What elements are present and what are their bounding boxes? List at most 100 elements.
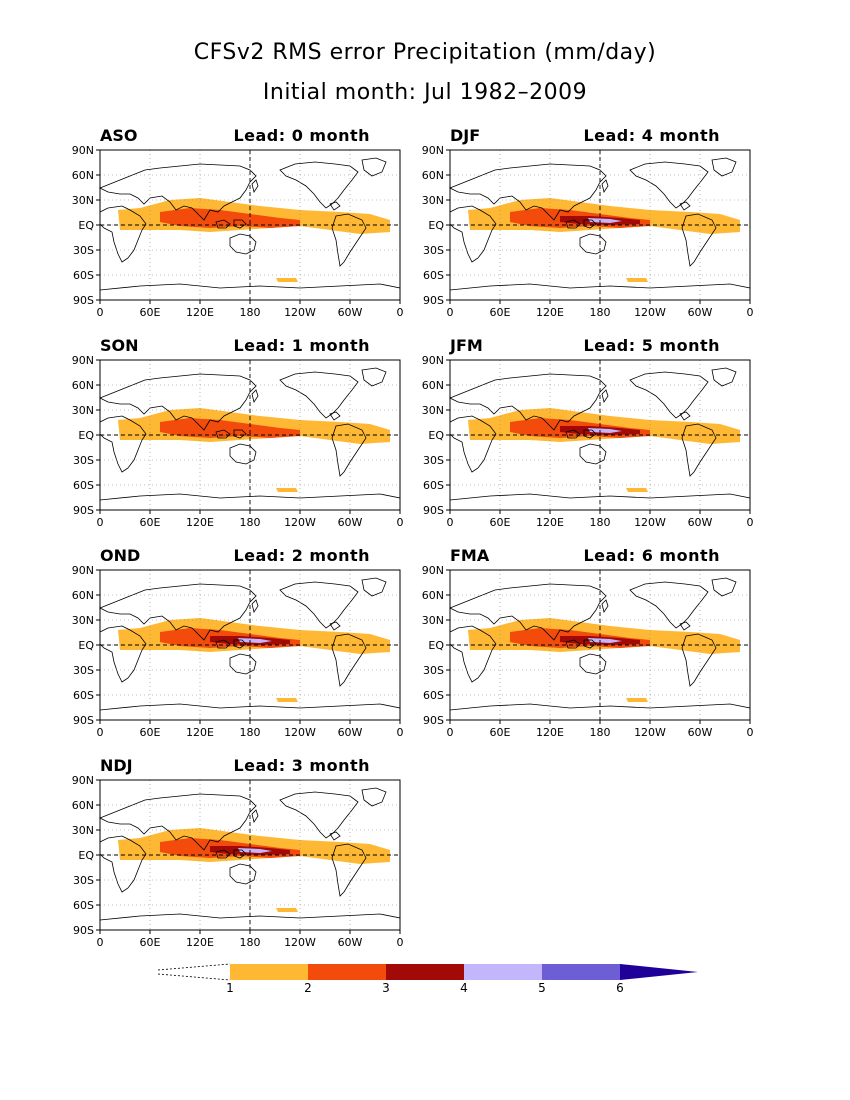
coastline (99, 583, 257, 641)
y-tick-label: 30S (423, 244, 444, 257)
x-tick-label: 120E (536, 516, 564, 529)
y-tick-label: 90S (423, 714, 444, 727)
coastline (329, 411, 341, 421)
precip-error-level-1-region (276, 698, 298, 702)
panel-season-label: FMA (450, 546, 490, 565)
y-tick-label: 30S (73, 874, 94, 887)
y-tick-label: 90N (422, 354, 444, 367)
coastline (229, 863, 257, 885)
x-tick-label: 0 (747, 726, 754, 739)
x-tick-label: 120W (634, 726, 666, 739)
coastline (215, 429, 231, 439)
x-tick-label: 120E (536, 726, 564, 739)
y-tick-label: 60S (73, 689, 94, 702)
coastline (329, 831, 341, 841)
coastline (229, 653, 257, 675)
panel-lead-label: Lead: 6 month (583, 546, 720, 565)
x-tick-label: 0 (747, 516, 754, 529)
x-tick-label: 0 (447, 726, 454, 739)
x-tick-label: 180 (240, 726, 261, 739)
y-tick-label: 90N (422, 144, 444, 157)
y-tick-label: 30N (422, 194, 444, 207)
x-tick-label: 180 (240, 516, 261, 529)
y-tick-label: 30N (422, 614, 444, 627)
coastline (279, 791, 359, 839)
y-tick-label: 60S (423, 479, 444, 492)
y-tick-label: 30N (422, 404, 444, 417)
x-tick-label: 60E (490, 306, 511, 319)
panel-season-label: ASO (100, 126, 138, 145)
coastline (99, 793, 257, 851)
x-tick-label: 60W (338, 516, 363, 529)
y-tick-label: EQ (78, 219, 94, 232)
coastline (99, 625, 147, 683)
y-tick-label: 60S (423, 689, 444, 702)
y-tick-label: 90S (73, 294, 94, 307)
coastline (629, 371, 709, 419)
y-tick-label: 30N (72, 194, 94, 207)
y-tick-label: 60S (73, 479, 94, 492)
coastline (279, 371, 359, 419)
map-panel-djf: DJF Lead: 4 month 90N 60N 30N EQ 30S 60S 90S 0 6… (422, 126, 754, 330)
x-tick-label: 0 (97, 936, 104, 949)
y-tick-label: 90N (72, 144, 94, 157)
x-tick-label: 60E (140, 516, 161, 529)
coastline (99, 415, 147, 473)
x-tick-label: 0 (397, 516, 404, 529)
y-tick-label: EQ (428, 639, 444, 652)
y-tick-label: EQ (78, 639, 94, 652)
coastline (99, 373, 257, 431)
panel-season-label: JFM (450, 336, 483, 355)
x-tick-label: 180 (240, 306, 261, 319)
x-tick-label: 120E (186, 936, 214, 949)
figure-subtitle: Initial month: Jul 1982–2009 (262, 80, 588, 105)
x-tick-label: 60W (688, 516, 713, 529)
panel-season-label: SON (100, 336, 139, 355)
coastline (251, 809, 259, 823)
y-tick-label: 90N (422, 564, 444, 577)
colorbar-level-label: 6 (616, 981, 624, 995)
x-tick-label: 60E (490, 516, 511, 529)
precip-error-level-4-region (588, 638, 622, 643)
x-tick-label: 60W (338, 726, 363, 739)
x-tick-label: 120E (186, 516, 214, 529)
precip-error-level-4-region (238, 848, 272, 853)
coastline (361, 787, 387, 807)
coastline (679, 621, 691, 631)
coastline (711, 157, 737, 177)
x-tick-label: 0 (97, 306, 104, 319)
colorbar-level-label: 4 (460, 981, 468, 995)
y-tick-label: EQ (78, 849, 94, 862)
precip-error-level-4-region (588, 218, 622, 223)
coastline (215, 219, 231, 229)
y-tick-label: 60S (73, 269, 94, 282)
precip-error-level-1-region (626, 278, 648, 282)
coastline (251, 599, 259, 613)
y-tick-label: 90S (423, 504, 444, 517)
map-panel-aso: ASO Lead: 0 month 90N 60N 30N EQ 30S 60S 90S 0 6… (72, 126, 404, 330)
coastline (329, 201, 341, 211)
coastline (679, 201, 691, 211)
coastline (229, 443, 257, 465)
x-tick-label: 60E (140, 306, 161, 319)
coastline (331, 633, 367, 687)
coastline (279, 581, 359, 629)
panel-lead-label: Lead: 4 month (583, 126, 720, 145)
panel-lead-label: Lead: 3 month (233, 756, 370, 775)
map-panel-ndj: NDJ Lead: 3 month 90N 60N 30N EQ 30S 60S 90S 0 6… (72, 756, 404, 960)
panel-lead-label: Lead: 0 month (233, 126, 370, 145)
x-tick-label: 60W (338, 936, 363, 949)
y-tick-label: 30S (73, 664, 94, 677)
colorbar-legend: 1 2 3 4 5 6 (157, 963, 698, 995)
x-tick-label: 0 (447, 516, 454, 529)
y-tick-label: EQ (78, 429, 94, 442)
coastline (601, 599, 609, 613)
panel-lead-label: Lead: 2 month (233, 546, 370, 565)
coastline (215, 849, 231, 859)
y-tick-label: EQ (428, 219, 444, 232)
colorbar-level-label: 1 (226, 981, 234, 995)
